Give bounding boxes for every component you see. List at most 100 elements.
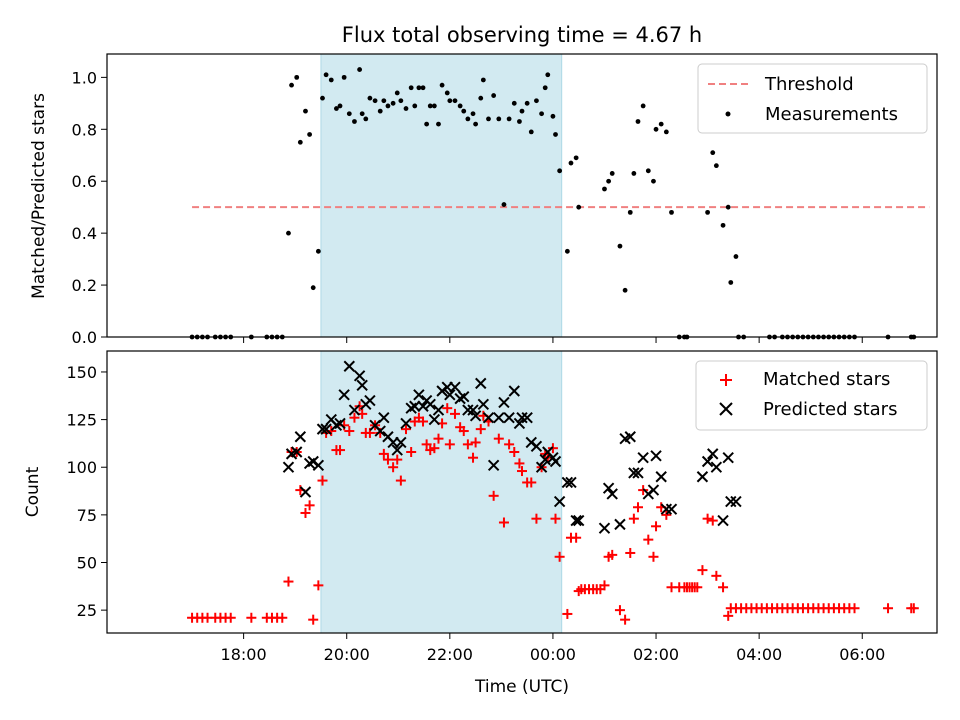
measurement-point bbox=[720, 222, 726, 228]
predicted-star-point bbox=[606, 488, 618, 500]
predicted-star-point bbox=[432, 404, 445, 416]
measurement-point bbox=[315, 248, 321, 254]
y-tick-label: 75 bbox=[77, 506, 97, 525]
measurement-point bbox=[307, 132, 313, 137]
measurement-point bbox=[416, 85, 422, 91]
matched-star-point bbox=[632, 502, 643, 513]
bottom-legend-box bbox=[695, 360, 928, 431]
measurement-point bbox=[725, 204, 731, 210]
measurement-point bbox=[658, 121, 664, 127]
predicted-star-point bbox=[299, 486, 312, 498]
matched-star-point bbox=[718, 582, 729, 593]
predicted-star-point bbox=[469, 410, 482, 422]
predicted-star-point bbox=[628, 467, 640, 479]
measurement-point bbox=[573, 155, 579, 161]
measurement-point bbox=[289, 82, 294, 88]
measurement-point bbox=[534, 98, 539, 104]
measurement-point bbox=[602, 186, 607, 192]
measurement-point bbox=[294, 74, 300, 80]
matched-star-point bbox=[392, 454, 403, 465]
predicted-star-point bbox=[722, 451, 734, 464]
flux-ratio-panel: 0.0 0.2 0.4 0.6 0.8 1.0 Matched/Predicted sta… bbox=[29, 53, 938, 347]
measurement-point bbox=[511, 100, 517, 106]
measurement-point bbox=[606, 178, 612, 184]
matched-star-point bbox=[401, 424, 412, 435]
matched-star-point bbox=[470, 437, 481, 448]
matched-star-point bbox=[488, 490, 499, 501]
matched-star-point bbox=[517, 466, 527, 477]
measurement-point bbox=[346, 111, 352, 117]
measurement-point bbox=[542, 85, 548, 91]
predicted-star-point bbox=[730, 495, 742, 508]
predicted-star-point bbox=[320, 423, 332, 435]
legend-measurements-swatch bbox=[725, 111, 731, 117]
measurement-point bbox=[444, 90, 450, 96]
measurement-point bbox=[528, 129, 534, 135]
matched-star-point bbox=[449, 408, 460, 419]
predicted-star-point bbox=[647, 484, 660, 496]
matched-star-point bbox=[308, 614, 319, 625]
predicted-star-point bbox=[707, 448, 719, 460]
matched-star-point bbox=[225, 612, 236, 623]
matched-star-point bbox=[697, 565, 708, 576]
measurement-point bbox=[564, 248, 570, 254]
matched-star-point bbox=[509, 446, 520, 457]
matched-star-point bbox=[349, 412, 360, 423]
measurement-point bbox=[367, 95, 373, 101]
x-tick-label: 06:00 bbox=[839, 645, 885, 664]
y-tick-label: 100 bbox=[66, 458, 97, 477]
measurement-point bbox=[431, 103, 437, 109]
matched-star-point bbox=[607, 549, 618, 560]
matched-star-point bbox=[692, 582, 703, 593]
measurement-point bbox=[381, 98, 387, 104]
measurement-point bbox=[447, 98, 453, 104]
matched-star-point bbox=[648, 551, 659, 562]
predicted-star-point bbox=[493, 411, 505, 424]
x-tick-label: 02:00 bbox=[633, 645, 679, 664]
predicted-star-point bbox=[291, 446, 303, 458]
matched-star-point bbox=[526, 477, 537, 488]
measurement-point bbox=[517, 119, 522, 124]
predicted-star-point bbox=[467, 404, 479, 416]
predicted-star-point bbox=[553, 495, 566, 508]
matched-star-point bbox=[571, 532, 582, 543]
measurement-point bbox=[506, 116, 512, 122]
measurement-point bbox=[480, 77, 486, 83]
predicted-star-point bbox=[632, 467, 644, 479]
star-count-panel: 25 50 75 100 125 150 18:00 20:00 22:00 00:00 02:0… bbox=[23, 350, 938, 697]
measurement-point bbox=[609, 171, 615, 176]
predicted-star-point bbox=[516, 411, 528, 424]
matched-star-point bbox=[335, 445, 346, 456]
bottom-legend: Matched stars Predicted stars bbox=[695, 360, 928, 431]
bottom-plot-frame bbox=[106, 350, 938, 634]
predicted-star-point bbox=[303, 457, 316, 470]
predicted-star-point bbox=[343, 360, 356, 372]
top-y-axis-label: Matched/Predicted stars bbox=[29, 93, 49, 299]
measurement-point bbox=[303, 108, 308, 114]
measurement-point bbox=[545, 72, 551, 78]
predicted-star-point bbox=[530, 440, 543, 452]
matched-star-point bbox=[433, 433, 444, 444]
matched-star-point bbox=[661, 509, 672, 520]
measurement-point bbox=[323, 72, 329, 78]
y-tick-label: 0.0 bbox=[72, 328, 97, 347]
matched-star-point bbox=[458, 426, 469, 437]
matched-star-point bbox=[313, 580, 324, 591]
measurement-point bbox=[363, 116, 369, 122]
matched-star-point bbox=[493, 433, 504, 444]
predicted-star-point bbox=[521, 411, 533, 424]
matched-star-point bbox=[421, 439, 432, 450]
predicted-star-point bbox=[477, 398, 490, 411]
predicted-star-point bbox=[570, 514, 582, 527]
matched-star-point bbox=[395, 475, 406, 486]
predicted-star-point bbox=[487, 459, 500, 472]
matched-star-point bbox=[317, 475, 328, 486]
predicted-star-point bbox=[614, 518, 626, 531]
measurement-point bbox=[491, 93, 497, 98]
measurement-point bbox=[385, 103, 391, 109]
predicted-star-point bbox=[717, 514, 729, 527]
x-tick-label: 00:00 bbox=[530, 645, 576, 664]
measurement-point bbox=[550, 113, 556, 119]
measurement-point bbox=[539, 111, 544, 117]
measurement-point bbox=[357, 67, 363, 72]
